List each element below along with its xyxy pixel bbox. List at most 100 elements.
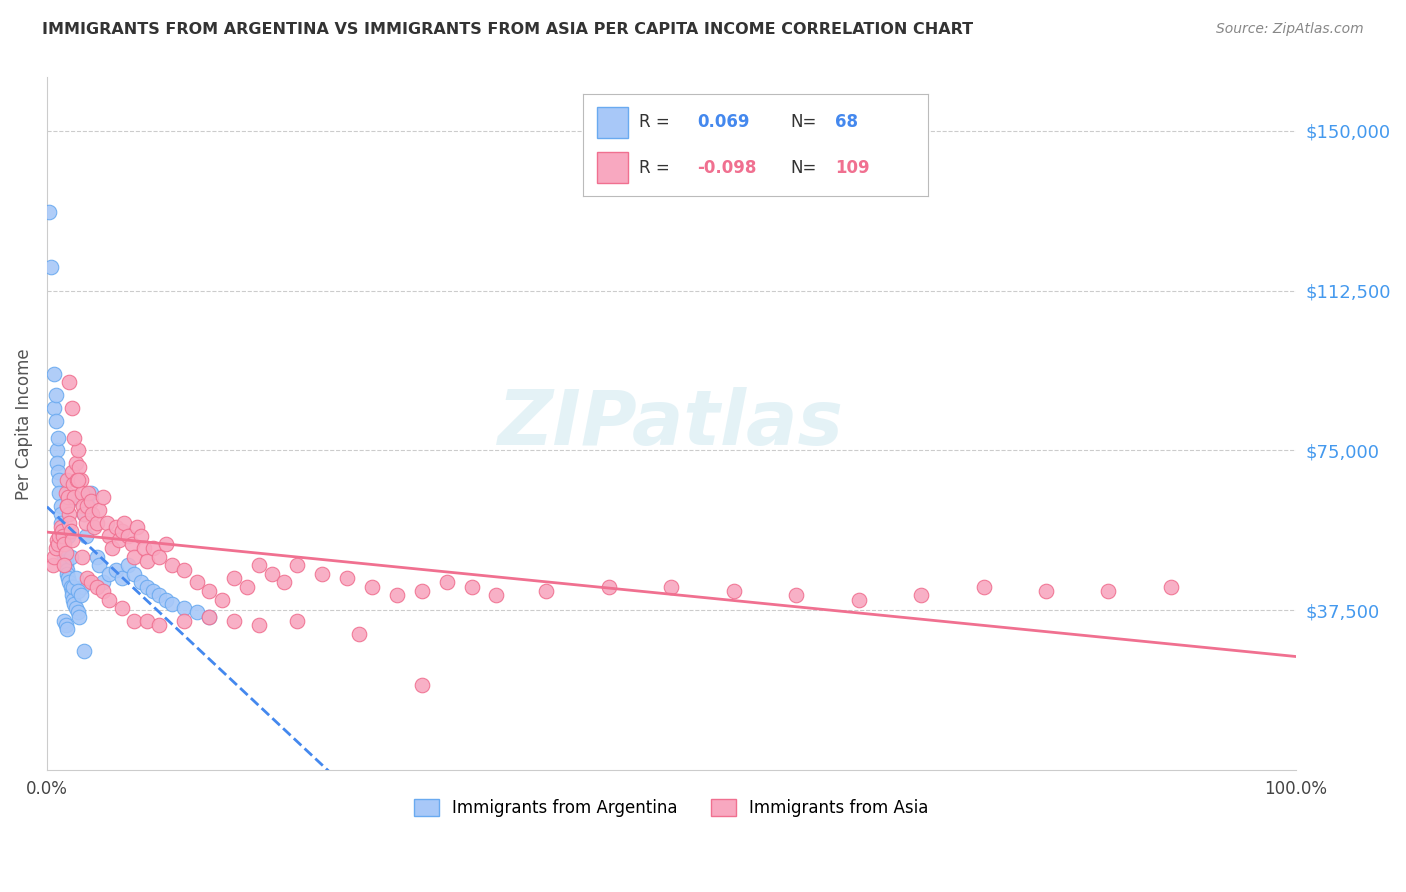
Point — [198, 609, 221, 624]
Point — [112, 516, 135, 530]
Point — [45, 541, 67, 556]
Point — [69, 473, 91, 487]
Point — [79, 494, 101, 508]
Point — [91, 575, 114, 590]
Point — [56, 563, 79, 577]
Point — [77, 499, 100, 513]
Point — [42, 558, 65, 573]
Point — [910, 588, 932, 602]
Point — [38, 204, 60, 219]
Point — [59, 549, 82, 564]
Text: IMMIGRANTS FROM ARGENTINA VS IMMIGRANTS FROM ASIA PER CAPITA INCOME CORRELATION : IMMIGRANTS FROM ARGENTINA VS IMMIGRANTS … — [42, 22, 973, 37]
Point — [347, 626, 370, 640]
Point — [79, 486, 101, 500]
Point — [59, 580, 82, 594]
Point — [63, 597, 86, 611]
Point — [75, 528, 97, 542]
Point — [44, 367, 66, 381]
Point — [155, 537, 177, 551]
Point — [55, 558, 77, 573]
Point — [117, 528, 139, 542]
Point — [53, 614, 76, 628]
Point — [45, 443, 67, 458]
Point — [98, 592, 121, 607]
Text: 0.069: 0.069 — [697, 113, 749, 131]
Point — [55, 546, 77, 560]
Point — [86, 516, 108, 530]
Point — [52, 533, 75, 547]
Point — [67, 605, 90, 619]
Point — [67, 443, 90, 458]
Point — [46, 431, 69, 445]
Point — [155, 592, 177, 607]
Point — [108, 533, 131, 547]
Point — [39, 260, 62, 274]
Point — [51, 524, 73, 539]
Point — [58, 508, 80, 522]
Point — [89, 558, 111, 573]
Point — [52, 541, 75, 556]
Point — [111, 601, 134, 615]
Point — [58, 575, 80, 590]
Point — [75, 516, 97, 530]
Point — [125, 520, 148, 534]
Y-axis label: Per Capita Income: Per Capita Income — [15, 348, 32, 500]
Point — [56, 623, 79, 637]
Point — [598, 580, 620, 594]
Point — [60, 465, 83, 479]
Point — [385, 588, 408, 602]
Point — [224, 571, 246, 585]
Point — [117, 558, 139, 573]
Point — [59, 524, 82, 539]
Point — [135, 554, 157, 568]
Point — [436, 575, 458, 590]
Point — [89, 503, 111, 517]
Point — [142, 584, 165, 599]
Point — [235, 580, 257, 594]
Point — [485, 588, 508, 602]
Point — [460, 580, 482, 594]
Point — [142, 541, 165, 556]
Point — [58, 494, 80, 508]
Point — [160, 558, 183, 573]
Point — [56, 499, 79, 513]
Point — [536, 584, 558, 599]
Point — [186, 605, 208, 619]
Point — [67, 473, 90, 487]
Point — [124, 614, 146, 628]
Point — [198, 609, 221, 624]
Point — [211, 592, 233, 607]
Point — [104, 520, 127, 534]
Point — [77, 486, 100, 500]
Point — [148, 588, 170, 602]
Point — [46, 537, 69, 551]
Point — [1035, 584, 1057, 599]
Text: R =: R = — [638, 113, 675, 131]
Point — [148, 549, 170, 564]
Point — [173, 614, 195, 628]
Legend: Immigrants from Argentina, Immigrants from Asia: Immigrants from Argentina, Immigrants fr… — [408, 792, 935, 824]
Point — [73, 643, 96, 657]
Point — [53, 558, 76, 573]
Point — [60, 401, 83, 415]
Point — [160, 597, 183, 611]
Point — [56, 571, 79, 585]
Point — [45, 388, 67, 402]
Point — [98, 566, 121, 581]
Point — [45, 413, 67, 427]
Point — [785, 588, 807, 602]
Point — [111, 571, 134, 585]
Point — [56, 528, 79, 542]
Point — [124, 566, 146, 581]
Point — [53, 546, 76, 560]
Text: -0.098: -0.098 — [697, 159, 756, 177]
Point — [98, 528, 121, 542]
Point — [86, 580, 108, 594]
Point — [260, 566, 283, 581]
Point — [67, 460, 90, 475]
Point — [67, 584, 90, 599]
Point — [44, 549, 66, 564]
Point — [62, 592, 84, 607]
Point — [55, 618, 77, 632]
Point — [49, 499, 72, 513]
